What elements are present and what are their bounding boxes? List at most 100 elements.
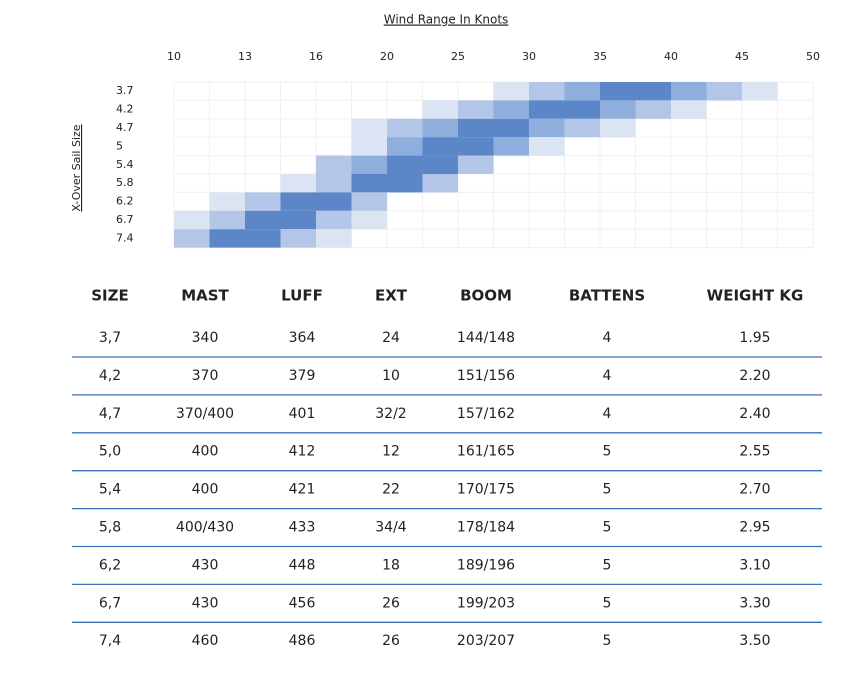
table-cell: 5,8 <box>99 520 121 536</box>
heat-cell <box>387 118 423 138</box>
heat-cell <box>635 82 671 101</box>
table-cell: 12 <box>382 444 400 460</box>
table-cell: 486 <box>289 633 316 649</box>
table-cell: 189/196 <box>457 557 515 573</box>
table-cell: 433 <box>289 520 316 536</box>
y-tick-label: 5 <box>116 139 123 152</box>
heat-cell <box>422 100 458 119</box>
heat-cell <box>351 192 387 211</box>
table-cell: 1.95 <box>739 330 770 346</box>
table-cell: 5 <box>603 482 612 498</box>
table-cell: 157/162 <box>457 406 515 422</box>
table-header: WEIGHT KG <box>707 287 804 305</box>
x-tick-label: 30 <box>522 50 536 63</box>
heat-cell <box>316 192 352 211</box>
x-tick-label: 35 <box>593 50 607 63</box>
heat-cell <box>564 118 600 138</box>
table-cell: 2.20 <box>739 368 770 384</box>
table-cell: 32/2 <box>375 406 406 422</box>
heat-cell <box>493 82 529 101</box>
table-cell: 2.40 <box>739 406 770 422</box>
heat-cell <box>635 100 671 119</box>
heat-cell <box>671 100 707 119</box>
table-cell: 5,4 <box>99 482 121 498</box>
table-cell: 4,7 <box>99 406 121 422</box>
heat-cell <box>280 229 316 248</box>
heat-cell <box>422 118 458 138</box>
heat-cell <box>458 118 494 138</box>
table-cell: 4 <box>603 368 612 384</box>
table-cell: 5,0 <box>99 444 121 460</box>
y-tick-label: 5.4 <box>116 158 134 171</box>
table-cell: 3.50 <box>739 633 770 649</box>
heat-cell <box>387 174 423 193</box>
heat-cell <box>600 82 636 101</box>
table-cell: 10 <box>382 368 400 384</box>
table-cell: 203/207 <box>457 633 515 649</box>
table-cell: 364 <box>289 330 316 346</box>
heat-cell <box>600 118 636 138</box>
table-cell: 400 <box>192 482 219 498</box>
table-cell: 340 <box>192 330 219 346</box>
table-cell: 7,4 <box>99 633 121 649</box>
table-cell: 5 <box>603 520 612 536</box>
table-cell: 430 <box>192 557 219 573</box>
x-tick-label: 25 <box>451 50 465 63</box>
x-tick-label: 10 <box>167 50 181 63</box>
table-cell: 5 <box>603 557 612 573</box>
table-cell: 379 <box>289 368 316 384</box>
table-cell: 456 <box>289 595 316 611</box>
heat-cell <box>174 229 210 248</box>
heat-cell <box>351 155 387 174</box>
heat-cell <box>351 118 387 138</box>
table-cell: 5 <box>603 444 612 460</box>
y-axis-title: X-Over Sail Size <box>70 124 83 211</box>
heat-cell <box>529 118 565 138</box>
table-cell: 448 <box>289 557 316 573</box>
table-cell: 161/165 <box>457 444 515 460</box>
heat-cell <box>458 100 494 119</box>
table-header: BATTENS <box>569 287 645 305</box>
heat-cell <box>529 137 565 156</box>
table-cell: 144/148 <box>457 330 515 346</box>
table-cell: 6,7 <box>99 595 121 611</box>
table-header: LUFF <box>281 287 323 305</box>
table-cell: 26 <box>382 633 400 649</box>
table-cell: 170/175 <box>457 482 515 498</box>
heat-cell <box>280 192 316 211</box>
heat-cell <box>316 155 352 174</box>
y-tick-label: 3.7 <box>116 84 134 97</box>
table-cell: 22 <box>382 482 400 498</box>
heat-cell <box>706 82 742 101</box>
y-tick-label: 5.8 <box>116 176 134 189</box>
heat-cell <box>280 210 316 230</box>
heat-cell <box>564 100 600 119</box>
table-cell: 5 <box>603 633 612 649</box>
heat-cell <box>422 137 458 156</box>
table-cell: 3.30 <box>739 595 770 611</box>
x-tick-label: 13 <box>238 50 252 63</box>
table-cell: 2.55 <box>739 444 770 460</box>
chart-title: Wind Range In Knots <box>384 13 509 27</box>
heat-cell <box>245 229 281 248</box>
y-tick-label: 6.7 <box>116 213 134 226</box>
table-header: BOOM <box>460 287 512 305</box>
heat-cell <box>387 155 423 174</box>
heat-cell <box>351 137 387 156</box>
table-cell: 3.10 <box>739 557 770 573</box>
x-tick-label: 45 <box>735 50 749 63</box>
heat-cell <box>209 229 245 248</box>
table-cell: 4 <box>603 406 612 422</box>
heat-cell <box>493 137 529 156</box>
heat-cell <box>564 82 600 101</box>
table-cell: 412 <box>289 444 316 460</box>
table-header: EXT <box>375 287 408 305</box>
x-tick-label: 50 <box>806 50 820 63</box>
y-tick-label: 4.7 <box>116 121 134 134</box>
table-cell: 2.95 <box>739 520 770 536</box>
table-cell: 6,2 <box>99 557 121 573</box>
y-tick-label: 6.2 <box>116 195 134 208</box>
heat-cell <box>316 210 352 230</box>
